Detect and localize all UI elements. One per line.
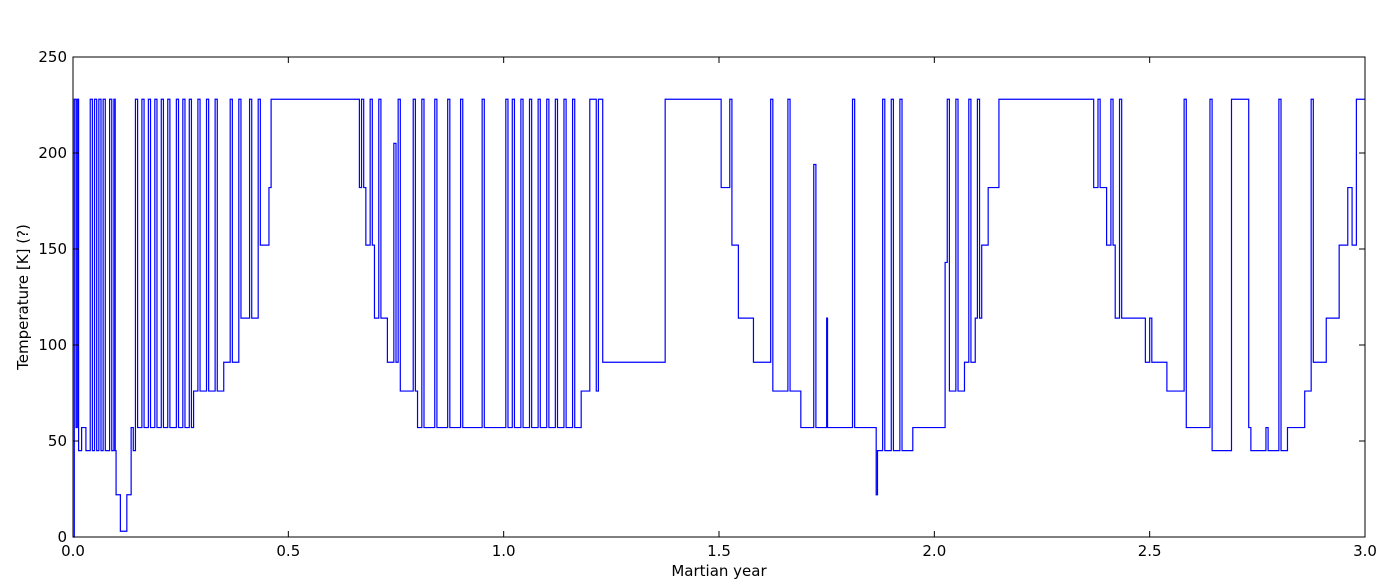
y-tick-label: 200 [38,144,67,162]
x-axis-label: Martian year [671,562,767,580]
data-line [73,98,1365,538]
x-tick-label: 2.5 [1138,542,1162,560]
y-tick-label: 250 [38,48,67,66]
x-tick-label: 0.5 [276,542,300,560]
x-tick-label: 0.0 [61,542,85,560]
y-tick-label: 100 [38,336,67,354]
y-tick-label: 0 [57,528,67,546]
y-tick-label: 150 [38,240,67,258]
plot-frame [72,56,1366,538]
x-tick-label: 1.0 [492,542,516,560]
x-tick-label: 3.0 [1353,542,1377,560]
y-tick-label: 50 [48,432,67,450]
x-tick-label: 2.0 [922,542,946,560]
y-axis-label: Temperature [K] (?) [14,224,32,371]
x-tick-label: 1.5 [707,542,731,560]
